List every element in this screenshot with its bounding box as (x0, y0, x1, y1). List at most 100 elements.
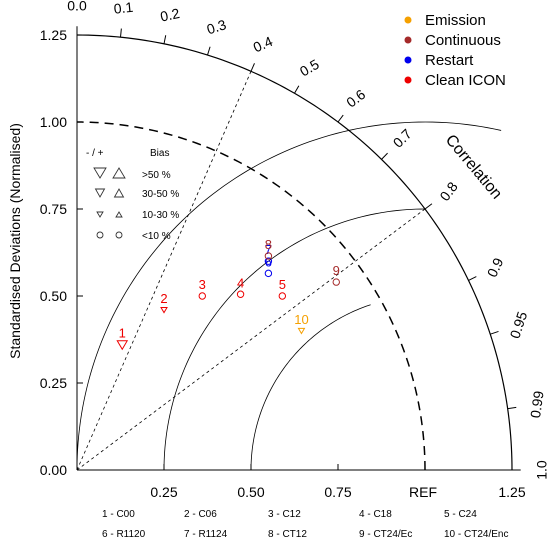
data-point-10: 10 (294, 312, 309, 335)
case-label-6: 6 - R1120 (102, 529, 146, 540)
point-marker (236, 290, 245, 298)
corr-tick-label: 0.1 (113, 0, 134, 17)
corr-tick-11 (507, 406, 517, 410)
data-point-2: 2 (160, 291, 168, 314)
point-marker (160, 307, 168, 314)
x-tick-label: 1.25 (498, 484, 525, 500)
case-label-5: 5 - C24 (444, 509, 477, 520)
point-marker (264, 257, 273, 265)
data-point-5: 5 (278, 277, 287, 300)
data-point-3: 3 (198, 277, 206, 300)
point-label: 5 (279, 277, 286, 292)
point-label: 6 (265, 254, 272, 269)
point-marker (264, 269, 273, 278)
y-tick-label: 1.00 (40, 114, 67, 130)
outer-arc (76, 34, 513, 471)
bias-row-2: 30-50 % (142, 189, 179, 200)
point-label: 4 (237, 275, 244, 290)
corr-tick-label: 0.4 (251, 33, 275, 56)
corr-tick-7 (381, 152, 388, 160)
corr-tick-label: 0.3 (205, 16, 229, 37)
case-labels: 1 - C00 2 - C06 3 - C12 4 - C18 5 - C24 … (102, 509, 508, 540)
corr-tick-1 (120, 28, 122, 38)
corr-tick-8 (424, 203, 433, 210)
legend: Emission Continuous Restart Clean ICON (404, 12, 506, 89)
corr-tick-label: 0.2 (159, 5, 181, 25)
y-axis-label: Standardised Deviations (Normalised) (7, 123, 23, 359)
case-label-7: 7 - R1124 (184, 529, 228, 540)
y-tick-label: 0.50 (40, 288, 67, 304)
case-label-2: 2 - C06 (184, 509, 217, 520)
corr-tick-label: 0.7 (390, 126, 415, 151)
legend-label-continuous: Continuous (425, 32, 501, 49)
bias-small-up-icon (115, 211, 123, 218)
corr-tick-2 (163, 35, 167, 44)
x-tick-label: 0.50 (237, 484, 264, 500)
point-label: 9 (333, 263, 340, 278)
bias-sign-header: - / + (86, 148, 104, 159)
legend-label-clean-icon: Clean ICON (425, 72, 506, 89)
reference-std-arc (76, 121, 426, 471)
legend-marker-clean-icon (404, 76, 412, 84)
data-point-6: 6 (264, 254, 273, 278)
y-tick-label: 0.00 (40, 462, 67, 478)
point-marker (116, 340, 129, 351)
legend-label-emission: Emission (425, 12, 486, 29)
case-label-1: 1 - C00 (102, 509, 135, 520)
point-marker (278, 292, 287, 300)
bias-row-4: <10 % (142, 231, 171, 242)
case-label-8: 8 - CT12 (268, 529, 307, 540)
y-tick-label: 1.25 (40, 27, 67, 43)
corr-tick-label: 0.8 (436, 179, 461, 204)
corr-tick-label: 0.5 (297, 56, 322, 80)
legend-label-restart: Restart (425, 52, 474, 69)
legend-marker-restart (404, 56, 412, 64)
corr-tick-5 (294, 85, 300, 94)
corr-tick-label: 0.9 (484, 255, 507, 280)
corr-tick-3 (207, 46, 211, 56)
bias-none-pos-icon (115, 231, 123, 239)
bias-row-3: 10-30 % (142, 210, 179, 221)
corr-tick-6 (337, 114, 344, 123)
corr-tick-label: 0.99 (527, 390, 547, 419)
bias-legend: - / + Bias >50 % 30-50 % 10-30 % <10 % (86, 148, 179, 242)
case-label-3: 3 - C12 (268, 509, 301, 520)
point-marker (198, 292, 206, 300)
corr-tick-4 (250, 63, 255, 72)
point-marker (332, 278, 340, 286)
corr-tick-9 (468, 276, 477, 281)
data-point-1: 1 (116, 326, 129, 351)
rms-arc-3 (76, 121, 502, 471)
bias-small-down-icon (96, 211, 104, 218)
corr-tick-10 (490, 330, 499, 335)
corr-tick-label: 0.95 (507, 309, 531, 340)
point-label: 3 (199, 277, 206, 292)
bias-large-up-icon (112, 167, 126, 179)
corr-ray-0.4 (76, 71, 252, 471)
corr-tick-label: 1.0 (534, 460, 550, 480)
data-point-8: 8 (264, 237, 273, 260)
bias-row-1: >50 % (142, 170, 171, 181)
point-marker (264, 252, 273, 260)
bias-medium-up-icon (113, 188, 125, 198)
data-point-7: 7 (264, 242, 273, 265)
x-tick-label: 0.25 (150, 484, 177, 500)
corr-tick-label: 0.6 (343, 86, 368, 111)
ref-label: REF (409, 484, 437, 500)
case-label-9: 9 - CT24/Ec (359, 529, 412, 540)
bias-none-neg-icon (96, 231, 104, 239)
legend-marker-continuous (404, 36, 412, 44)
plot-area: 0.0 0.1 0.2 0.3 0.4 0.5 0.6 0.7 0.8 0.9 0.95 0.99 1.… (40, 0, 550, 500)
rms-arc-1 (250, 304, 371, 471)
point-label: 7 (265, 242, 272, 257)
point-label: 1 (119, 326, 126, 341)
x-tick-label: 0.75 (324, 484, 351, 500)
rms-arc-2 (163, 208, 426, 471)
corr-tick-label: 0.0 (67, 0, 87, 13)
y-tick-label: 0.75 (40, 201, 67, 217)
legend-marker-emission (404, 16, 412, 24)
bias-medium-down-icon (94, 188, 106, 198)
bias-large-down-icon (93, 167, 107, 179)
y-tick-label: 0.25 (40, 375, 67, 391)
